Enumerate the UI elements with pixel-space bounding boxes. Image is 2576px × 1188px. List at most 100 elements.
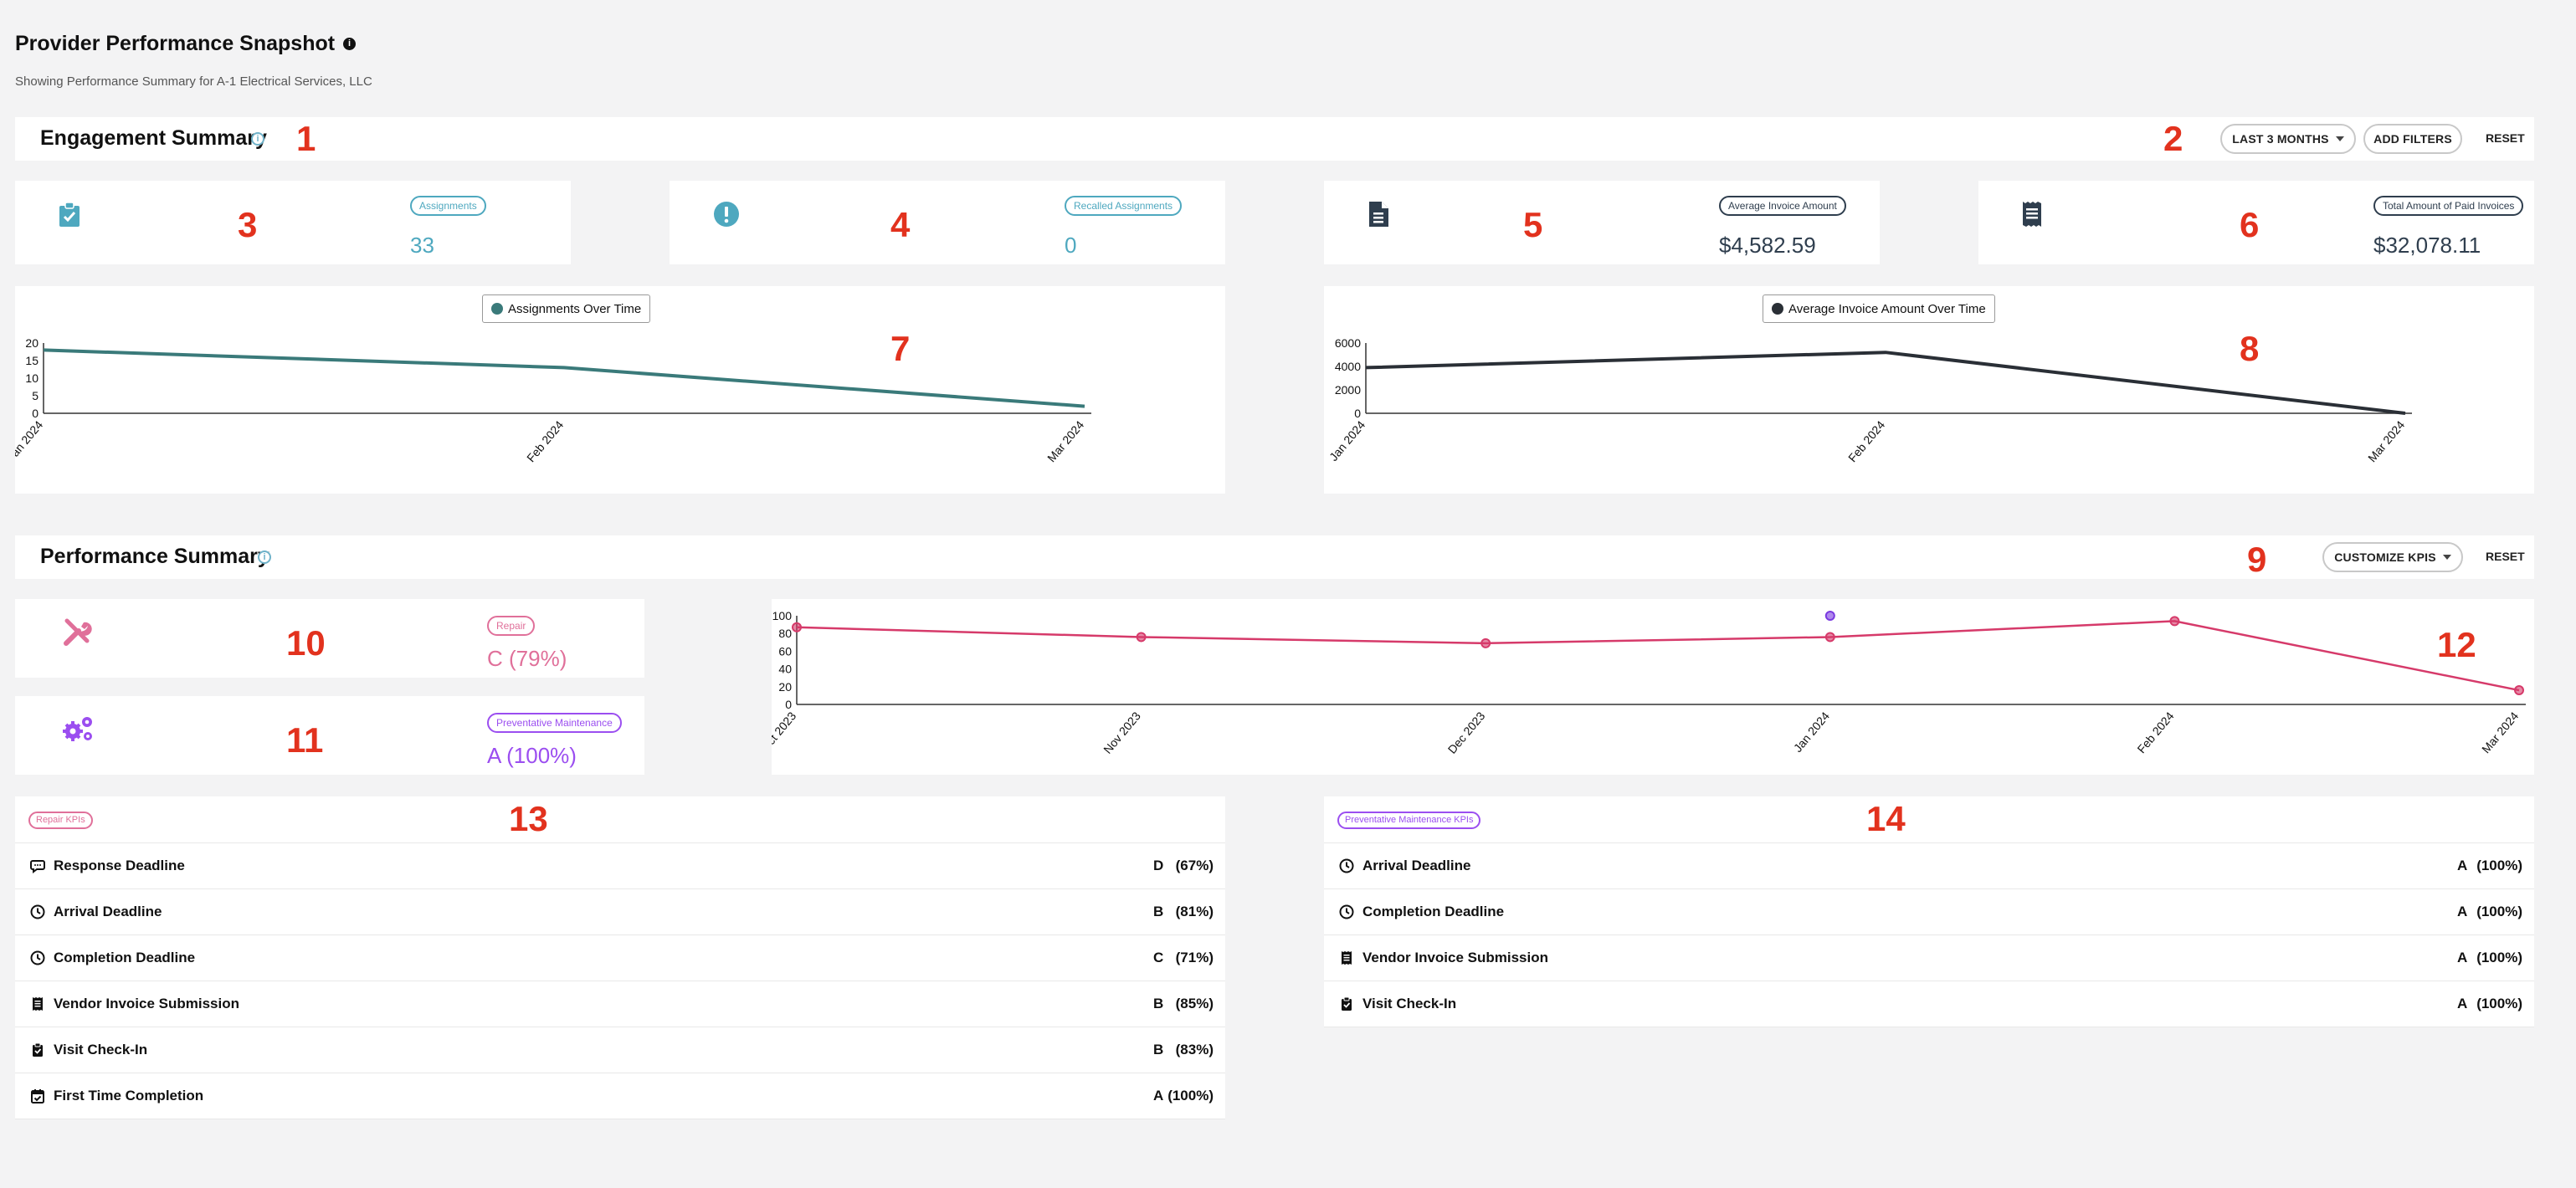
y-tick-label: 5 [32,389,38,402]
info-icon[interactable]: i [251,132,264,146]
engagement-summary-title: Engagement Summary [40,126,267,150]
last-3-months-dropdown[interactable]: LAST 3 MONTHS [2220,124,2356,154]
repair-grade-value: C (79%) [487,646,567,671]
tools-icon [64,618,92,646]
x-tick-label: Mar 2024 [2365,417,2407,464]
clock-icon [28,949,47,967]
avg-invoice-chart-card: Average Invoice Amount Over Time 0 2000 40… [1324,286,2534,494]
kpi-row: Visit Check-In B (83%) [15,1027,1225,1073]
page-title-text: Provider Performance Snapshot [15,32,336,55]
chevron-down-icon [2442,555,2451,560]
marker-1: 1 [296,119,316,158]
total-paid-value: $32,078.11 [2373,233,2481,258]
marker-7: 7 [890,329,911,368]
customize-kpis-dropdown[interactable]: CUSTOMIZE KPIS [2322,542,2463,572]
x-tick-label: Mar 2024 [2479,709,2521,755]
receipt-icon [28,995,47,1013]
kpi-grade: D [1153,858,1164,873]
chevron-down-icon [2335,136,2344,141]
y-tick-label: 20 [25,336,38,350]
stat-card-recalled: Recalled Assignments 0 [670,181,1225,264]
pm-kpis-list: Arrival Deadline A (100%) Completion Deadli… [1324,842,2534,1027]
kpi-percent: (100%) [2476,996,2522,1011]
data-point[interactable] [2169,616,2180,627]
kpi-grade: B [1153,996,1164,1011]
page-subtitle: Showing Performance Summary for A-1 Elec… [15,74,372,89]
y-tick-label: 6000 [1335,336,1361,350]
chart-legend[interactable]: Assignments Over Time [482,294,651,323]
kpi-percent: (71%) [1175,950,1214,965]
avg-invoice-value: $4,582.59 [1719,233,1816,258]
calendar-check-icon [28,1087,47,1105]
marker-3: 3 [238,205,258,244]
data-point[interactable] [1824,611,1835,621]
legend-swatch [491,303,503,315]
kpi-percent: (100%) [2476,950,2522,965]
performance-reset-button[interactable]: RESET [2486,550,2525,563]
y-tick-label: 4000 [1335,360,1361,373]
kpi-label: Arrival Deadline [1362,858,1471,873]
kpi-label: Arrival Deadline [54,904,162,919]
y-tick-label: 0 [785,698,792,711]
kpi-grade: A [2457,904,2468,919]
marker-14: 14 [1866,799,1906,838]
series-line [43,348,1085,408]
exclamation-circle-icon [714,202,739,227]
kpi-grade: A [2457,996,2468,1011]
customize-label: CUSTOMIZE KPIS [2334,550,2436,564]
y-tick-label: 2000 [1335,383,1361,397]
kpi-percent: (100%) [1167,1088,1214,1104]
kpi-percent: (100%) [2476,858,2522,873]
invoice-document-icon [1369,202,1388,227]
y-tick-label: 0 [1354,407,1361,420]
pm-badge: Preventative Maintenance [487,713,622,734]
add-filters-button[interactable]: ADD FILTERS [2363,124,2462,154]
data-point[interactable] [2514,685,2524,696]
assignments-chart-card: Assignments Over Time 0 5 10 15 20 Jan 2024 Fe… [15,286,1225,494]
y-tick-label: 0 [32,407,38,420]
performance-summary-title: Performance Summary [40,545,269,568]
data-point[interactable] [1480,638,1491,648]
kpi-percent: (81%) [1175,904,1214,919]
x-tick-label: Dec 2023 [1445,709,1488,755]
legend-swatch [1772,303,1783,315]
avg-invoice-over-time-chart: 0 2000 4000 6000 Jan 2024 Feb 2024 Mar 2024 [1326,336,2412,464]
kpi-percent: (67%) [1175,858,1214,873]
kpi-row: Completion Deadline C (71%) [15,935,1225,981]
marker-2: 2 [2163,119,2183,158]
marker-4: 4 [890,205,911,244]
legend-label: Average Invoice Amount Over Time [1788,301,1986,316]
kpi-row: Visit Check-In A (100%) [1324,981,2534,1027]
marker-9: 9 [2247,540,2267,579]
kpi-row: First Time Completion A (100%) [15,1073,1225,1119]
data-point[interactable] [1824,632,1835,643]
kpi-row: Arrival Deadline B (81%) [15,889,1225,935]
kpi-row: Vendor Invoice Submission B (85%) [15,981,1225,1027]
info-icon[interactable]: i [343,38,357,50]
filters-label: ADD FILTERS [2373,132,2452,146]
kpi-grade: A [1153,1088,1164,1104]
clipboard-check-icon [28,1041,47,1059]
kpi-row: Completion Deadline A (100%) [1324,889,2534,935]
kpi-grade: B [1153,1042,1164,1057]
receipt-icon [2023,202,2041,227]
chart-legend[interactable]: Average Invoice Amount Over Time [1763,294,1995,323]
y-tick-label: 10 [25,371,38,385]
pm-grade-value: A (100%) [487,743,577,768]
kpi-label: Completion Deadline [54,950,196,965]
data-point[interactable] [792,622,802,632]
kpi-grade: A [2457,858,2468,873]
clipboard-check-icon [1337,995,1356,1013]
data-point[interactable] [1136,632,1147,643]
grade-card-repair: Repair C (79%) [15,599,644,678]
y-tick-label: 60 [778,644,792,658]
info-icon[interactable]: i [258,550,271,564]
kpi-percent: (100%) [2476,904,2522,919]
stat-card-total-paid: Total Amount of Paid Invoices $32,078.11 [1978,181,2534,264]
assignments-badge: Assignments [410,196,486,217]
engagement-reset-button[interactable]: RESET [2486,131,2525,145]
kpi-label: Vendor Invoice Submission [1362,950,1548,965]
stat-card-avg-invoice: Average Invoice Amount $4,582.59 [1324,181,1880,264]
x-tick-label: Jan 2024 [1326,417,1368,463]
marker-10: 10 [286,623,326,663]
